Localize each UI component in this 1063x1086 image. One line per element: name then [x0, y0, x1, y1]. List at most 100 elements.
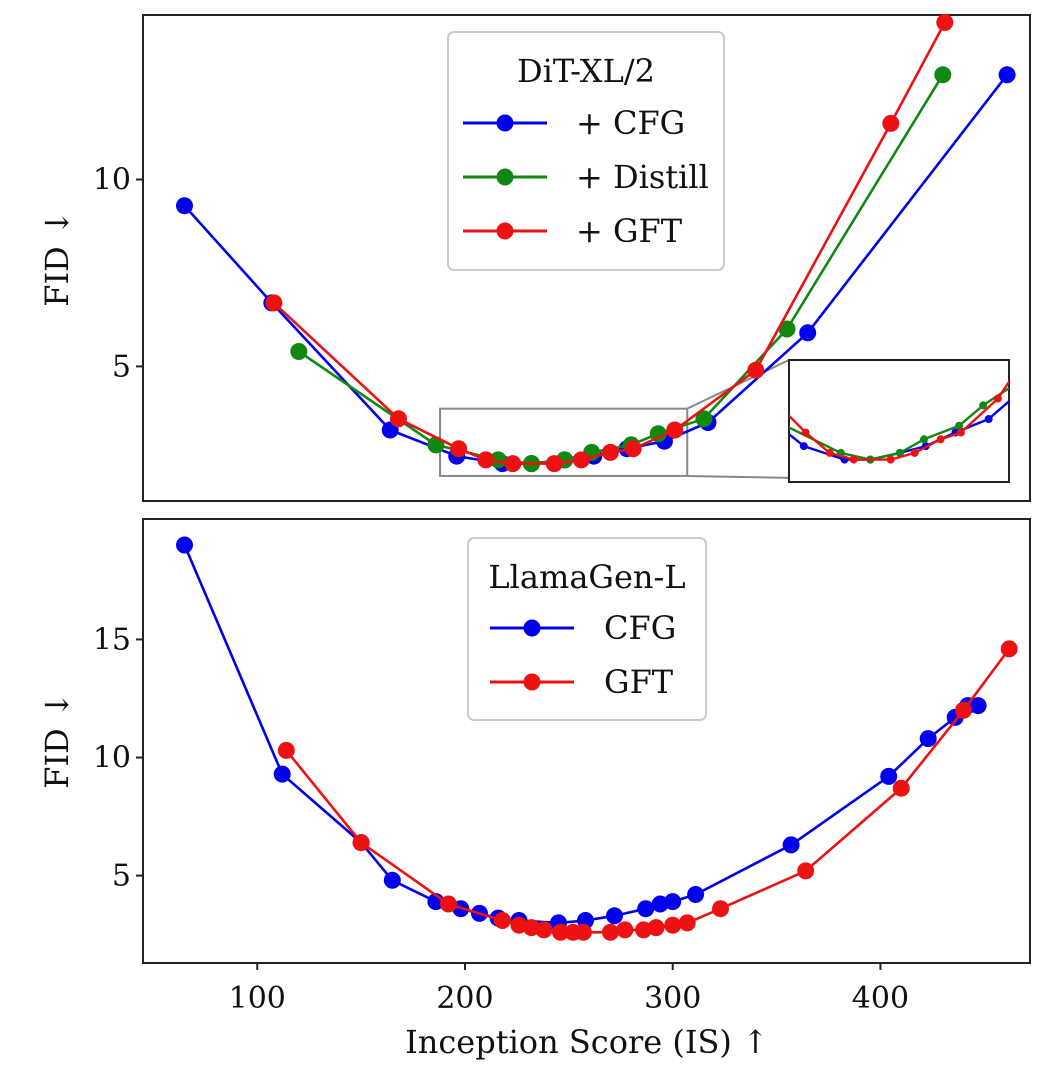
top-ytick-label: 5 [112, 349, 131, 384]
bottom-point-cfg [782, 836, 800, 854]
inset-series-gft [789, 379, 1009, 464]
inset-point-gft [993, 394, 1002, 403]
bottom-x-axis: 100 200 300 400 [229, 963, 909, 1016]
bottom-point-gft [1000, 640, 1018, 658]
inset-point-gft [849, 455, 858, 464]
bottom-series-group [176, 536, 1018, 941]
inset-point-distill [955, 421, 964, 430]
inset-point-gft [956, 428, 965, 437]
top-point-cfg [799, 324, 817, 342]
top-point-gft [747, 361, 765, 379]
inset-point-gft [801, 428, 810, 437]
bottom-point-gft [616, 921, 634, 939]
top-point-gft [624, 440, 642, 458]
bottom-point-gft [955, 701, 972, 719]
bottom-legend-marker-gft [523, 673, 541, 691]
top-point-distill [695, 410, 713, 428]
bottom-point-cfg [664, 893, 682, 911]
top-legend-box [447, 31, 725, 271]
bottom-xtick-label: 200 [436, 981, 493, 1016]
inset-point-distill [920, 435, 928, 444]
top-point-cfg [998, 66, 1016, 84]
top-legend: DiT-XL/2 + CFG + Distill + GFT [447, 31, 725, 271]
inset-point-distill [789, 424, 790, 428]
bottom-point-cfg [919, 730, 937, 748]
bottom-legend-marker-cfg [523, 619, 541, 637]
bottom-point-gft [892, 779, 910, 797]
bottom-point-gft [535, 921, 553, 939]
bottom-point-cfg [606, 907, 623, 925]
top-ytick-label: 10 [93, 162, 131, 197]
top-point-gft [477, 451, 495, 469]
inset-point-distill [895, 448, 904, 457]
bottom-point-gft [439, 895, 457, 913]
bottom-point-gft [678, 914, 696, 932]
x-axis-label: Inception Score (IS) ↑ [405, 1023, 769, 1061]
top-point-distill [290, 343, 308, 360]
inset-point-gft [825, 448, 834, 457]
bottom-legend: LlamaGen-L CFG GFT [467, 537, 707, 721]
bottom-y-axis-label: FID ↓ [38, 691, 76, 788]
bottom-point-gft [552, 923, 569, 941]
bottom-legend-label-cfg: CFG [604, 609, 676, 647]
bottom-point-gft [712, 900, 729, 918]
bottom-ytick-label: 10 [93, 741, 131, 776]
bottom-point-gft [574, 923, 592, 941]
top-point-gft [545, 455, 563, 473]
inset-point-cfg [984, 415, 993, 423]
bottom-point-gft [647, 919, 665, 937]
top-point-distill [778, 320, 796, 338]
bottom-ytick-label: 5 [112, 859, 131, 894]
bottom-panel: 5 10 15 100 200 300 400 FID ↓ Inception Score… [38, 518, 1031, 1061]
bottom-point-cfg [969, 697, 987, 715]
bottom-xtick-label: 300 [644, 981, 701, 1016]
top-point-gft [936, 14, 954, 31]
bottom-line-cfg [183, 544, 979, 925]
top-panel: 5 10 FID ↓ DiT-XL/2 + CFG + Distill + GFT [38, 14, 1031, 502]
bottom-point-gft [797, 862, 815, 880]
top-legend-marker-gft [496, 222, 514, 240]
bottom-legend-box [467, 537, 707, 721]
top-y-axis: 5 10 [93, 162, 143, 384]
bottom-point-cfg [687, 886, 705, 903]
top-legend-marker-distill [496, 168, 514, 186]
top-point-gft [666, 421, 684, 439]
inset-point-gft [910, 448, 919, 457]
bottom-series-gft [277, 640, 1018, 941]
bottom-legend-label-gft: GFT [604, 663, 674, 701]
top-point-distill [934, 66, 952, 84]
top-point-gft [572, 451, 590, 469]
top-point-gft [390, 410, 407, 428]
inset-point-gft [886, 455, 895, 464]
top-point-gft [504, 455, 522, 473]
bottom-point-gft [601, 923, 619, 941]
bottom-ytick-label: 15 [93, 622, 131, 657]
bottom-xtick-label: 400 [852, 981, 909, 1016]
bottom-point-cfg [176, 536, 193, 554]
bottom-point-cfg [637, 900, 655, 918]
bottom-point-cfg [273, 765, 291, 783]
inset-series-group [789, 379, 1009, 464]
top-legend-label-gft: + GFT [576, 212, 683, 250]
top-inset [788, 359, 1010, 483]
top-point-gft [882, 114, 900, 132]
bottom-point-gft [352, 834, 370, 852]
inset-point-distill [979, 401, 988, 410]
top-legend-label-cfg: + CFG [576, 104, 685, 142]
inset-frame [788, 359, 1010, 483]
inset-point-cfg [799, 442, 808, 451]
top-legend-label-distill: + Distill [576, 158, 709, 196]
bottom-y-axis: 5 10 15 [93, 622, 143, 894]
top-point-gft [450, 440, 468, 458]
top-point-gft [265, 294, 283, 312]
bottom-point-gft [664, 916, 682, 934]
top-point-cfg [176, 197, 193, 215]
top-series-group [176, 14, 1016, 473]
top-legend-title: DiT-XL/2 [517, 52, 655, 90]
bottom-legend-title: LlamaGen-L [488, 558, 685, 596]
inset-point-gft [936, 435, 945, 444]
top-series-gft [265, 14, 954, 473]
bottom-point-cfg [880, 767, 898, 785]
top-point-distill [489, 451, 507, 469]
